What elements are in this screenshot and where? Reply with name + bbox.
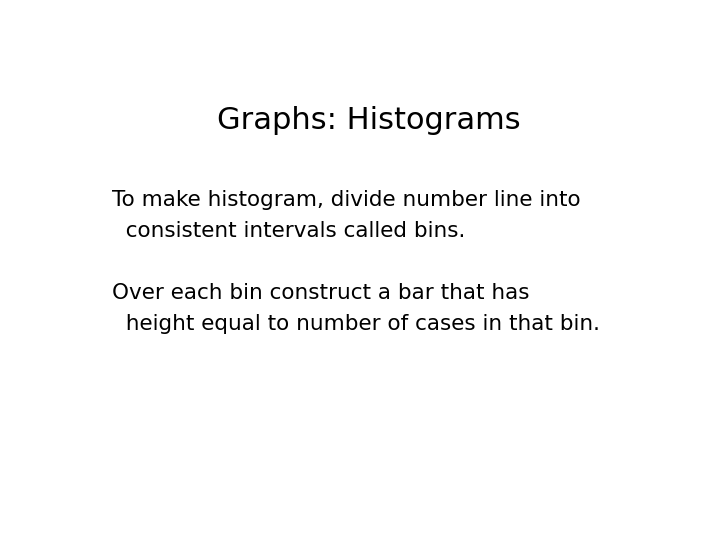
Text: consistent intervals called bins.: consistent intervals called bins. [112, 221, 466, 241]
Text: Graphs: Histograms: Graphs: Histograms [217, 106, 521, 136]
Text: To make histogram, divide number line into: To make histogram, divide number line in… [112, 190, 581, 210]
Text: height equal to number of cases in that bin.: height equal to number of cases in that … [112, 314, 600, 334]
Text: Over each bin construct a bar that has: Over each bin construct a bar that has [112, 283, 530, 303]
